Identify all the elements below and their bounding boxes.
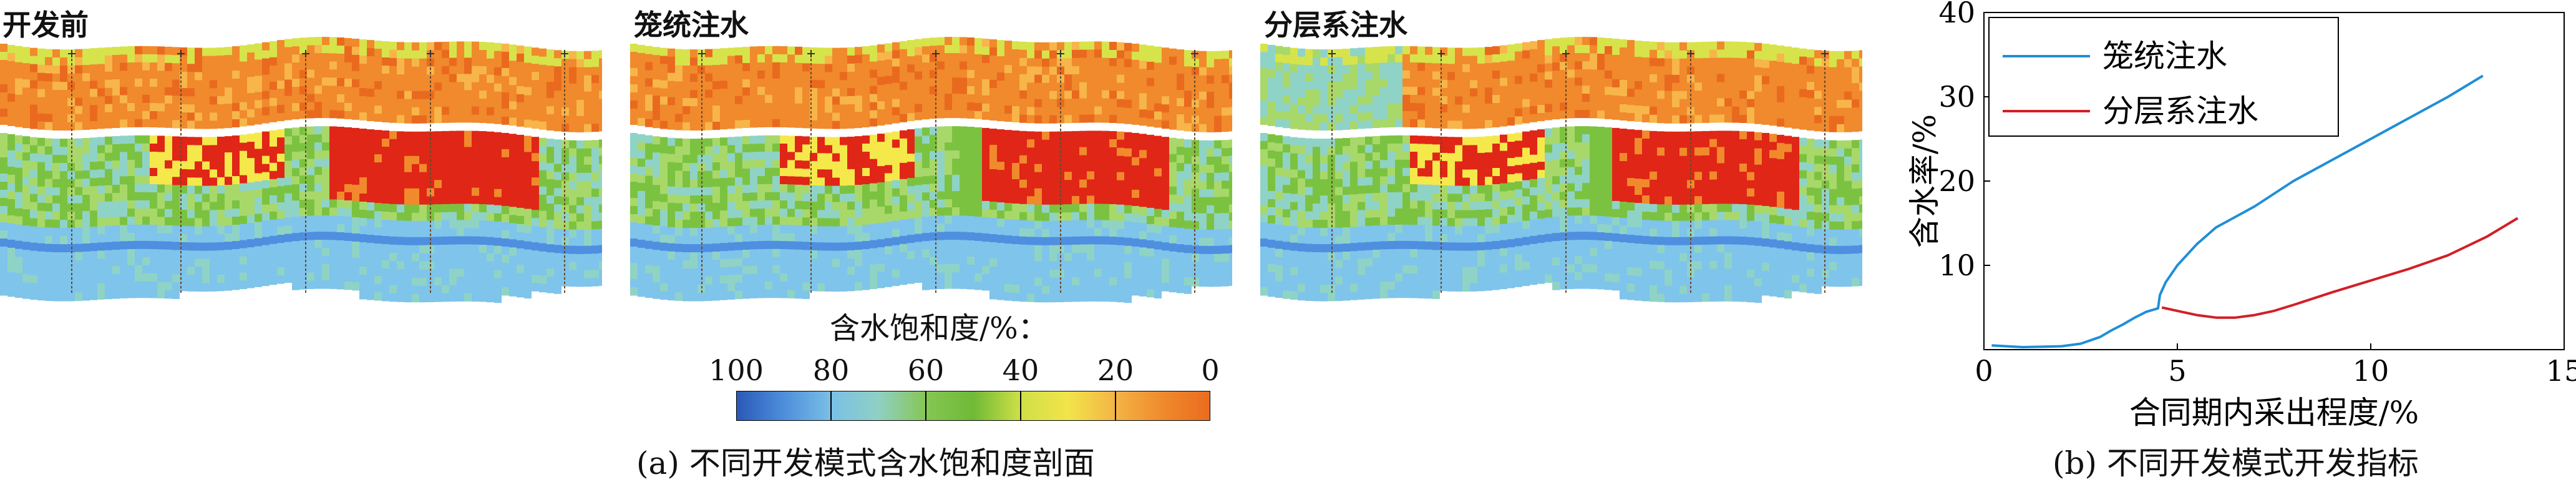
- legend-label-1: 分层系注水: [2102, 93, 2258, 129]
- well-head-icon: [807, 50, 815, 57]
- well-head-icon: [427, 50, 434, 57]
- colorbar-tick-label: 0: [1201, 353, 1220, 387]
- x-tick-label: 5: [2168, 354, 2186, 388]
- panel-title-layered: 分层系注水: [1264, 8, 1407, 42]
- legend-box: [1988, 17, 2339, 137]
- y-axis-label: 含水率/%: [1909, 114, 1943, 248]
- x-tick-label: 10: [2353, 354, 2389, 388]
- colorbar-title: 含水饱和度/%：: [830, 311, 1048, 346]
- well-head-icon: [932, 50, 940, 57]
- y-tick-label: 10: [1938, 248, 1975, 282]
- well-head-icon: [1821, 50, 1829, 57]
- y-tick-label: 40: [1938, 0, 1975, 29]
- series-line-1: [2161, 217, 2519, 319]
- well-head-icon: [1437, 50, 1445, 57]
- panel-title-before: 开发前: [2, 8, 89, 42]
- section-panel-layered: 分层系注水: [1260, 0, 1867, 337]
- saturation-section-before: [0, 37, 606, 303]
- saturation-section-commingled: [630, 37, 1237, 303]
- colorbar-tick-label: 40: [1002, 353, 1039, 387]
- section-cells: [1260, 37, 1867, 303]
- section-panel-commingled: 笼统注水: [630, 0, 1237, 337]
- saturation-colorbar: [736, 391, 1210, 421]
- well-head-icon: [698, 50, 706, 57]
- colorbar-tick-label: 80: [812, 353, 850, 387]
- well-head-icon: [1057, 50, 1064, 57]
- saturation-section-layered: [1260, 37, 1867, 303]
- caption-b: (b) 不同开发模式开发指标: [2053, 445, 2419, 481]
- x-tick-label: 15: [2546, 354, 2576, 388]
- well-head-icon: [177, 50, 185, 57]
- caption-a: (a) 不同开发模式含水饱和度剖面: [636, 445, 1095, 481]
- well-head-icon: [1562, 50, 1570, 57]
- section-cells: [630, 37, 1237, 303]
- x-tick-label: 0: [1975, 354, 1993, 388]
- well-head-icon: [1328, 50, 1336, 57]
- well-head-icon: [1191, 50, 1198, 57]
- colorbar-tick-label: 20: [1097, 353, 1134, 387]
- colorbar-tick-label: 100: [709, 353, 764, 387]
- x-axis-label: 合同期内采出程度/%: [2129, 395, 2419, 431]
- panel-title-commingled: 笼统注水: [634, 8, 749, 42]
- section-panel-before: 开发前: [0, 0, 606, 337]
- well-head-icon: [561, 50, 568, 57]
- y-tick-label: 20: [1938, 164, 1975, 198]
- y-tick-label: 30: [1938, 80, 1975, 114]
- well-head-icon: [302, 50, 309, 57]
- series-line-0: [1991, 74, 2484, 348]
- well-head-icon: [1687, 50, 1694, 57]
- well-head-icon: [68, 50, 75, 57]
- legend-label-0: 笼统注水: [2102, 38, 2227, 74]
- section-cells: [0, 37, 606, 303]
- colorbar-tick-label: 60: [907, 353, 945, 387]
- colorbar-gradient: [736, 391, 1210, 421]
